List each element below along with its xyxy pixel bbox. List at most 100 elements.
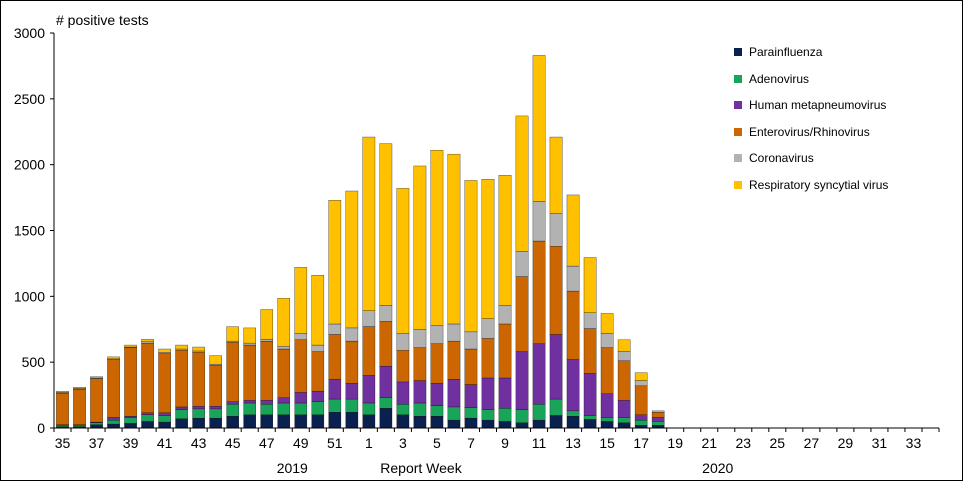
bar-segment-week-16-series-4: [617, 351, 631, 362]
bar-segment-week-14-series-1: [583, 415, 597, 420]
bar-segment-week-38-series-0: [107, 423, 120, 429]
bar-segment-week-46-series-2: [243, 400, 256, 404]
bar-segment-week-12-series-1: [549, 398, 563, 416]
legend: Parainfluenza Adenovirus Human metapneumov…: [734, 39, 888, 198]
y-tick-label: 1500: [14, 223, 45, 239]
bar-segment-week-51-series-5: [328, 200, 342, 325]
bar-segment-week-13-series-0: [566, 415, 580, 429]
x-tick-label: 11: [532, 435, 547, 451]
bar-segment-week-45-series-5: [226, 326, 239, 342]
x-tick-label: 45: [225, 435, 241, 451]
bar-segment-week-45-series-3: [226, 342, 239, 402]
bar-segment-week-38-series-1: [107, 419, 120, 425]
bar-segment-week-39-series-2: [124, 415, 137, 418]
bar-segment-week-14-series-0: [583, 419, 597, 429]
bar-segment-week-36-series-3: [73, 389, 86, 425]
x-tick-label: 17: [633, 435, 649, 451]
bar-segment-week-5-series-0: [430, 415, 444, 429]
legend-label: Human metapneumovirus: [749, 98, 887, 113]
bar-segment-week-10-series-1: [515, 409, 529, 423]
bar-segment-week-50-series-3: [311, 351, 325, 392]
bar-segment-week-47-series-2: [260, 400, 274, 405]
bar-segment-week-6-series-4: [447, 323, 461, 342]
bar-segment-week-8-series-2: [481, 377, 495, 410]
x-tick-label: 19: [667, 435, 683, 451]
bar-segment-week-52-series-2: [345, 383, 359, 400]
bar-segment-week-2-series-5: [379, 143, 393, 306]
legend-item: Coronavirus: [734, 145, 888, 172]
bar-segment-week-5-series-2: [430, 383, 444, 406]
bar-segment-week-6-series-2: [447, 379, 461, 408]
bar-segment-week-9-series-5: [498, 175, 512, 306]
bar-segment-week-1-series-4: [362, 310, 376, 327]
bar-segment-week-44-series-1: [209, 408, 222, 419]
y-tick-label: 2500: [14, 91, 45, 107]
bar-segment-week-12-series-2: [549, 334, 563, 400]
bar-segment-week-2-series-2: [379, 365, 393, 398]
bar-segment-week-40-series-4: [141, 341, 154, 344]
bar-segment-week-42-series-0: [175, 418, 188, 429]
bar-segment-week-17-series-5: [634, 372, 648, 381]
x-tick-label: 1: [365, 435, 373, 451]
bar-segment-week-8-series-5: [481, 178, 495, 319]
bar-segment-week-40-series-0: [141, 421, 154, 429]
bar-segment-week-15-series-2: [600, 393, 614, 418]
bar-segment-week-2-series-3: [379, 321, 393, 367]
x-tick-label: 43: [191, 435, 207, 451]
bar-segment-week-47-series-0: [260, 414, 274, 429]
bar-segment-week-3-series-1: [396, 404, 410, 415]
bar-segment-week-7-series-1: [464, 407, 478, 419]
bar-segment-week-43-series-1: [192, 408, 205, 419]
bar-segment-week-37-series-5: [90, 376, 103, 379]
bar-segment-week-39-series-5: [124, 344, 137, 348]
bar-segment-week-1-series-0: [362, 414, 376, 429]
x-tick-label: 37: [89, 435, 105, 451]
y-axis-title: # positive tests: [56, 12, 149, 28]
y-tick-label: 3000: [14, 25, 45, 41]
bar-segment-week-41-series-1: [158, 415, 171, 423]
bar-segment-week-11-series-2: [532, 343, 546, 405]
bar-segment-week-52-series-4: [345, 327, 359, 342]
bar-segment-week-6-series-3: [447, 340, 461, 380]
bar-segment-week-42-series-3: [175, 350, 188, 408]
bar-segment-week-4-series-3: [413, 347, 427, 381]
bar-segment-week-45-series-1: [226, 404, 239, 417]
bar-segment-week-18-series-1: [651, 421, 665, 426]
bar-segment-week-41-series-5: [158, 348, 171, 353]
bar-segment-week-15-series-5: [600, 313, 614, 334]
legend-item: Adenovirus: [734, 66, 888, 93]
bar-segment-week-48-series-3: [277, 348, 291, 398]
legend-swatch: [734, 101, 742, 110]
bar-segment-week-3-series-2: [396, 381, 410, 405]
bar-segment-week-11-series-4: [532, 201, 546, 242]
bar-segment-week-48-series-2: [277, 397, 291, 404]
bar-segment-week-38-series-5: [107, 356, 120, 360]
bar-segment-week-44-series-4: [209, 363, 222, 366]
bar-segment-week-11-series-5: [532, 55, 546, 202]
bar-segment-week-9-series-4: [498, 305, 512, 325]
bar-segment-week-47-series-1: [260, 404, 274, 415]
bar-segment-week-37-series-3: [90, 378, 103, 423]
bar-segment-week-36-series-5: [73, 387, 86, 389]
bar-segment-week-40-series-2: [141, 412, 154, 415]
bar-segment-week-43-series-4: [192, 350, 205, 353]
bar-segment-week-10-series-3: [515, 276, 529, 352]
legend-label: Parainfluenza: [749, 45, 823, 60]
legend-swatch: [734, 180, 742, 189]
bar-segment-week-15-series-4: [600, 333, 614, 348]
bar-segment-week-35-series-1: [56, 425, 69, 427]
legend-swatch: [734, 127, 742, 136]
legend-label: Enterovirus/Rhinovirus: [749, 124, 870, 139]
bar-segment-week-7-series-5: [464, 180, 478, 333]
bar-segment-week-8-series-4: [481, 318, 495, 339]
bar-segment-week-15-series-1: [600, 417, 614, 422]
bar-segment-week-43-series-5: [192, 346, 205, 352]
bar-segment-week-18-series-3: [651, 412, 665, 418]
bar-segment-week-41-series-3: [158, 353, 171, 414]
bar-segment-week-52-series-0: [345, 412, 359, 429]
bar-segment-week-17-series-4: [634, 380, 648, 387]
bar-segment-week-1-series-1: [362, 402, 376, 415]
bar-segment-week-42-series-1: [175, 409, 188, 419]
